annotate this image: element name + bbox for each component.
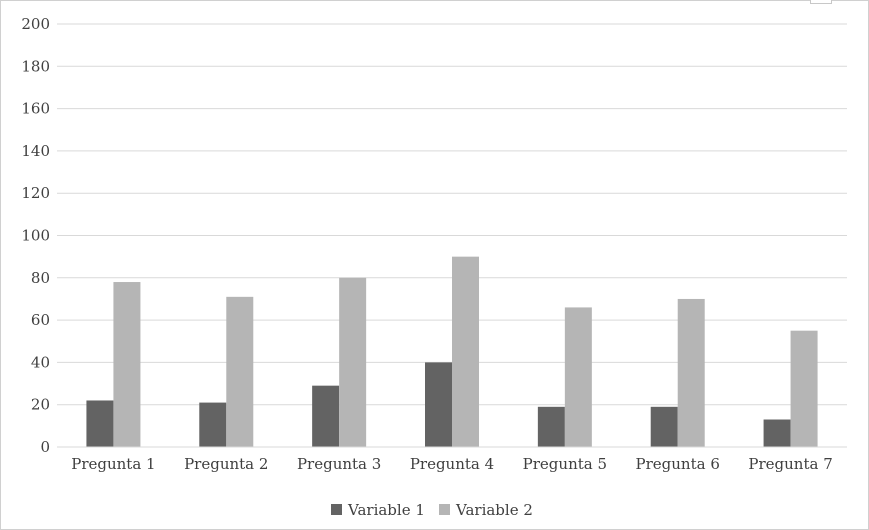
resize-handle[interactable] [810, 0, 832, 4]
bar-variable-1 [425, 362, 452, 447]
y-tick-label: 80 [31, 269, 50, 287]
legend-swatch [331, 504, 342, 515]
y-tick-label: 120 [21, 184, 50, 202]
bar-variable-2 [226, 296, 254, 447]
x-category-label: Pregunta 6 [636, 455, 720, 473]
x-category-label: Pregunta 1 [71, 455, 155, 473]
gridlines [57, 23, 847, 406]
y-tick-label: 140 [21, 142, 50, 160]
x-category-label: Pregunta 4 [410, 455, 494, 473]
y-tick-label: 60 [31, 311, 50, 329]
bar-variable-2 [339, 277, 367, 447]
bars [86, 256, 818, 447]
y-axis-ticks: 0 20 40 60 80 100 120 140 160 180 200 [21, 15, 50, 456]
y-tick-label: 180 [21, 57, 50, 75]
y-tick-label: 160 [21, 100, 50, 118]
legend: Variable 1 Variable 2 [331, 501, 533, 519]
y-tick-label: 100 [21, 227, 50, 245]
y-tick-label: 0 [40, 438, 50, 456]
legend-swatch [439, 504, 450, 515]
x-category-label: Pregunta 7 [748, 455, 832, 473]
bar-variable-2 [452, 256, 479, 447]
bar-variable-1 [312, 385, 340, 447]
x-category-label: Pregunta 3 [297, 455, 381, 473]
x-category-label: Pregunta 5 [523, 455, 607, 473]
bar-variable-2 [113, 282, 141, 447]
bar-variable-1 [86, 400, 114, 447]
y-tick-label: 200 [21, 15, 50, 33]
bar-variable-1 [199, 402, 227, 447]
legend-label: Variable 2 [455, 501, 533, 519]
bar-variable-1 [763, 419, 791, 447]
y-tick-label: 40 [31, 353, 50, 371]
bar-variable-2 [790, 330, 818, 447]
x-category-label: Pregunta 2 [184, 455, 268, 473]
x-axis-categories: Pregunta 1 Pregunta 2 Pregunta 3 Pregunta 4… [71, 455, 833, 473]
bar-variable-2 [564, 307, 592, 447]
bar-variable-1 [537, 406, 565, 447]
bar-variable-2 [677, 298, 705, 447]
bar-variable-1 [650, 406, 678, 447]
legend-label: Variable 1 [347, 501, 425, 519]
y-tick-label: 20 [31, 396, 50, 414]
